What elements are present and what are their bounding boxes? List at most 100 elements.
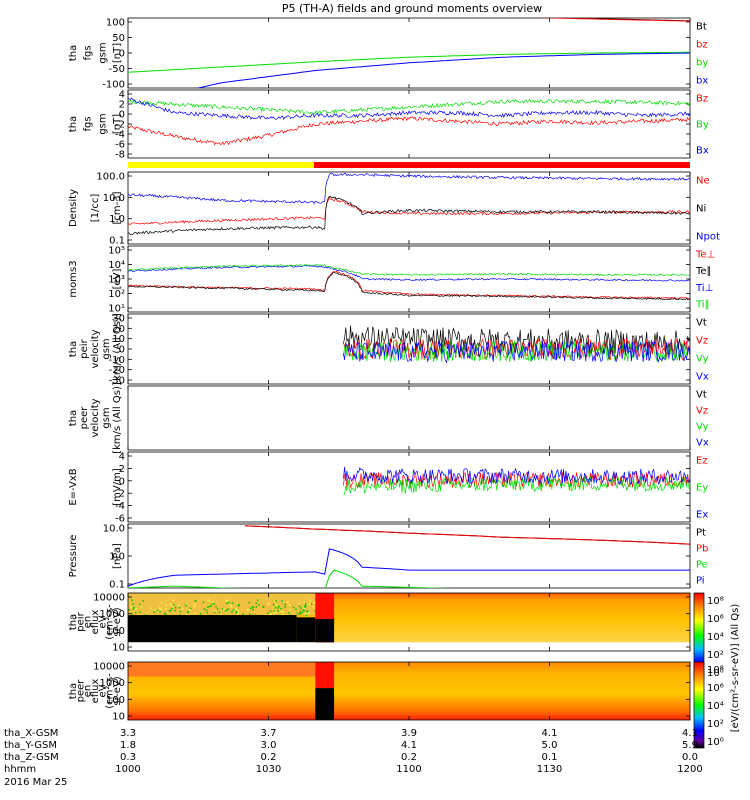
spec-region-upper xyxy=(128,593,316,616)
spec-speck xyxy=(236,603,238,605)
legend-efield-0: Ez xyxy=(696,456,708,467)
y-axis-label-line: sr-eV) xyxy=(112,676,123,705)
colorbar-tick-top: 10⁶ xyxy=(707,614,724,625)
ephem-value: 1100 xyxy=(396,764,421,775)
y-axis-label-line: peer xyxy=(79,406,90,430)
y-axis-label-line: [km/s (All Qs)] xyxy=(112,313,123,385)
y-tick-label: 30 xyxy=(112,314,125,325)
y-tick-label: 10 xyxy=(112,334,125,345)
y-axis-label-line: eV xyxy=(97,684,108,697)
legend-temp-2: Ti⊥ xyxy=(695,283,713,294)
spec-speck xyxy=(305,616,307,618)
spec-speck xyxy=(281,600,283,602)
spec-speck xyxy=(274,600,276,602)
ephem-value: 3.7 xyxy=(261,728,277,739)
spec-speck xyxy=(303,601,305,604)
spec-region-nodata-edge xyxy=(296,617,316,643)
spec-speck xyxy=(213,610,216,612)
y-tick-label: 1.0 xyxy=(109,552,125,563)
y-axis-label-line: moms3 xyxy=(68,260,79,297)
legend-efield-1: Ey xyxy=(696,483,708,494)
spec-speck xyxy=(299,612,302,615)
spec-speck xyxy=(237,612,240,614)
y-tick-label: 100.0 xyxy=(96,172,125,183)
ephem-value: 0.2 xyxy=(261,752,277,763)
legend-fgs_gsm-2: by xyxy=(696,58,708,69)
spec-speck xyxy=(165,607,167,610)
colorbar-tick-top: 10⁴ xyxy=(707,632,724,643)
y-axis-label-line: eV xyxy=(97,615,108,628)
y-axis-label-line: Pressure xyxy=(68,535,79,578)
spec-speck xyxy=(193,605,196,608)
spec-region-blank xyxy=(128,642,690,651)
y-axis-label-line: peer xyxy=(75,679,86,703)
spec-speck xyxy=(277,610,279,612)
spec-speck xyxy=(178,604,180,606)
panel-fgs_dsl: 420-2-4-6-8 tha fgs gsm [nT] Bz By Bx xyxy=(68,90,709,161)
spec-speck xyxy=(230,605,233,608)
spec-speck xyxy=(277,607,279,609)
spec-speck xyxy=(179,610,182,613)
series-group-fgs_gsm xyxy=(128,18,690,88)
y-tick-label: 10² xyxy=(108,289,125,300)
spec-speck xyxy=(186,611,189,614)
legend-fgs_dsl-1: By xyxy=(696,120,709,131)
spectrogram-peir_spec xyxy=(128,593,690,651)
series-line-By xyxy=(128,98,690,116)
series-line-bz xyxy=(535,18,690,22)
spec-speck xyxy=(165,604,168,606)
legend-pressure-2: Pe xyxy=(696,560,708,571)
spec-speck xyxy=(135,607,138,610)
y-axis-label-line: sr-eV) xyxy=(112,607,123,636)
series-line-Ey xyxy=(343,475,690,495)
spec-speck xyxy=(209,605,212,607)
spec-speck xyxy=(227,608,230,610)
spec-speck xyxy=(140,605,143,608)
y-axis-label-line: (cm²-s- xyxy=(105,604,116,640)
spec-speck xyxy=(304,604,307,607)
spec-speck xyxy=(275,599,277,602)
spec-speck xyxy=(226,609,228,611)
y-tick-label: 4 xyxy=(119,90,125,101)
series-line-Npot xyxy=(128,173,690,205)
spec-speck xyxy=(292,606,295,609)
spec-burst xyxy=(315,662,335,689)
spec-speck xyxy=(310,603,313,605)
series-group-temp xyxy=(128,264,690,301)
spec-speck xyxy=(232,609,235,611)
spec-speck xyxy=(208,605,210,608)
spec-speck xyxy=(252,606,254,609)
spec-speck xyxy=(301,611,303,614)
spec-speck xyxy=(302,609,305,611)
series-line-Pe xyxy=(128,569,452,588)
date-label: 2016 Mar 25 xyxy=(4,777,67,788)
ephem-value: 0.1 xyxy=(542,752,558,763)
spec-speck xyxy=(164,613,167,616)
spec-speck xyxy=(207,606,209,608)
y-tick-label: 2 xyxy=(119,464,125,475)
spec-speck xyxy=(160,601,163,604)
y-tick-label: 100 xyxy=(106,626,125,637)
spec-speck xyxy=(185,603,188,606)
legend-peir_vel-3: Vx xyxy=(696,372,709,383)
spec-speck xyxy=(252,608,254,611)
y-axis-label-line: tha xyxy=(68,116,79,132)
spec-speck xyxy=(142,600,144,602)
colorbar-tick-top: 10⁰ xyxy=(707,668,724,679)
y-axis-label-line: gsm xyxy=(101,338,112,359)
y-axis-label-line: [km/s (All Qs)] xyxy=(112,382,123,454)
spec-speck xyxy=(308,611,310,614)
legend-peer_vel-2: Vy xyxy=(696,422,709,433)
y-axis-label-line: en xyxy=(83,685,94,698)
y-tick-label: 10⁴ xyxy=(108,260,125,271)
legend-density-0: Ne xyxy=(696,176,710,187)
spec-speck xyxy=(307,610,309,613)
spec-speck xyxy=(296,612,299,615)
legend-peir_vel-2: Vy xyxy=(696,354,709,365)
spec-speck xyxy=(207,599,209,601)
spec-speck xyxy=(249,607,252,610)
y-axis-label-line: (cm²-s- xyxy=(105,673,116,709)
y-tick-label: 100 xyxy=(106,18,125,29)
y-tick-label: 0 xyxy=(119,49,125,60)
